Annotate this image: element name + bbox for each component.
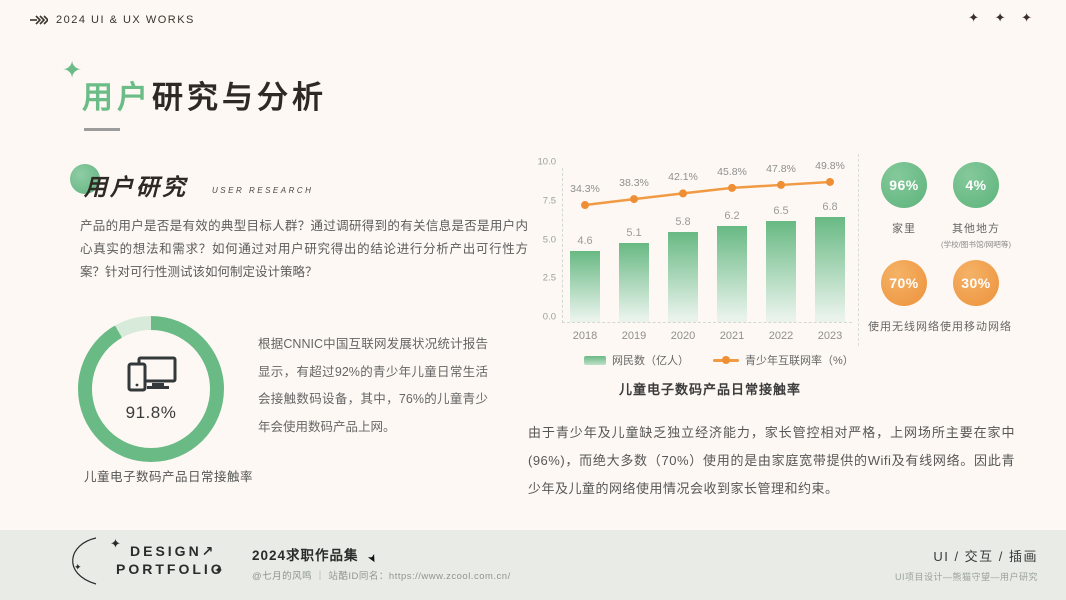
y-tick-label: 10.0 <box>537 156 557 168</box>
x-tick-label: 2023 <box>817 330 843 342</box>
line-point <box>826 177 834 186</box>
combo-chart: 10.0 7.5 5.0 2.5 0.0 4.6 2018 5.1 2019 5.8 2020 6.… <box>532 156 858 356</box>
line-point <box>630 195 638 204</box>
stat-circle: 4% <box>953 162 999 208</box>
line-point <box>728 183 736 192</box>
portfolio-logo: ✦ ✦ ✦ DESIGN↗ PORTFOLIO <box>72 536 228 585</box>
line-point <box>679 189 687 198</box>
bar-value-label: 5.1 <box>626 226 642 239</box>
title-underline <box>84 128 120 131</box>
bar-2018 <box>570 250 600 322</box>
donut-chart: 91.8% <box>78 316 224 462</box>
footer-right-title: UI / 交互 / 插画 <box>933 549 1038 564</box>
bar-2021 <box>717 225 747 322</box>
page-title: 用户研究与分析 <box>82 72 327 117</box>
title-sparkle-icon: ✦ <box>62 57 83 84</box>
cnnic-paragraph: 根据CNNIC中国互联网发展状况统计报告显示，有超过92%的青少年儿童日常生活会… <box>258 337 488 434</box>
stat-circle: 96% <box>881 162 927 208</box>
donut-value: 91.8% <box>125 402 177 422</box>
y-tick-label: 0.0 <box>542 311 556 323</box>
line-value-label: 45.8% <box>717 165 747 178</box>
footer-bar: ✦ ✦ ✦ DESIGN↗ PORTFOLIO 2024求职作品集 ➤ @七月的… <box>0 530 1066 600</box>
bar-value-label: 4.6 <box>577 234 593 247</box>
section-dot-icon <box>70 164 100 194</box>
stat-sublabel: (学校/图书馆/网吧等) <box>940 240 1012 249</box>
x-tick-label: 2022 <box>768 330 794 342</box>
stat-label: 使用无线网络 <box>868 321 940 333</box>
page-title-rest: 研究与分析 <box>152 80 327 115</box>
vertical-divider <box>858 154 859 346</box>
chart-legend: 网民数（亿人） 青少年互联网率（%） <box>584 352 854 368</box>
footer-right-subtitle: UI项目设计—熊猫守望—用户研究 <box>894 572 1038 582</box>
stat-circle: 30% <box>953 260 999 306</box>
x-tick-label: 2021 <box>719 330 745 342</box>
stat-other-places: 4% 其他地方 (学校/图书馆/网吧等) <box>934 162 1018 250</box>
line-value-label: 38.3% <box>619 177 649 190</box>
line-value-label: 49.8% <box>815 159 845 172</box>
donut-center: 91.8% <box>92 330 210 448</box>
y-tick-label: 7.5 <box>542 195 556 207</box>
sparkles-icon: ✦ ✦ ✦ <box>968 10 1038 25</box>
bar-swatch-icon <box>584 355 606 365</box>
legend-line-label: 青少年互联网率（%） <box>745 355 854 367</box>
stat-mobile: 30% 使用移动网络 <box>934 260 1018 334</box>
line-swatch-icon <box>713 356 739 364</box>
topbar-brand: 2024 UI & UX WORKS <box>30 14 195 26</box>
logo-sparkle-icon: ✦ <box>214 565 224 577</box>
page-title-highlight: 用户 <box>82 80 152 115</box>
line-point <box>777 180 785 189</box>
section-title: 用户研究 <box>84 174 188 200</box>
bar-value-label: 6.5 <box>773 205 789 218</box>
donut-caption: 儿童电子数码产品日常接触率 <box>84 470 254 484</box>
line-series <box>581 177 834 210</box>
chart-y-axis: 10.0 7.5 5.0 2.5 0.0 <box>532 157 557 323</box>
brand-text: 2024 UI & UX WORKS <box>56 14 195 26</box>
legend-item-line: 青少年互联网率（%） <box>713 352 854 368</box>
stat-circle: 70% <box>881 260 927 306</box>
chart-plot-area: 4.6 2018 5.1 2019 5.8 2020 6.2 2021 6.5 2022 6.8 20… <box>562 160 852 342</box>
stat-wifi: 70% 使用无线网络 <box>862 260 946 334</box>
section-subtitle: USER RESEARCH <box>212 186 314 195</box>
line-point <box>581 201 589 210</box>
bar-value-label: 5.8 <box>675 216 691 229</box>
x-tick-label: 2019 <box>621 330 647 342</box>
logo-line1: DESIGN↗ <box>130 543 217 559</box>
x-tick-label: 2018 <box>572 330 598 342</box>
logo-plus-icon: ✦ <box>74 562 82 572</box>
legend-item-bar: 网民数（亿人） <box>584 352 689 368</box>
y-tick-label: 2.5 <box>542 272 556 284</box>
chart-caption: 儿童电子数码产品日常接触率 <box>618 382 801 397</box>
logo-line2: PORTFOLIO <box>116 561 225 577</box>
footer-credit: @七月的风鸣 ｜ 站酷ID同名：https://www.zcool.com.cn… <box>252 571 511 582</box>
bar-2023 <box>815 216 845 322</box>
x-tick-label: 2020 <box>670 330 696 342</box>
bar-value-label: 6.8 <box>822 200 838 213</box>
bar-2020 <box>668 232 698 322</box>
stat-label: 家里 <box>892 223 916 235</box>
bar-2022 <box>766 221 796 322</box>
y-tick-label: 5.0 <box>542 234 556 245</box>
devices-icon <box>125 356 177 399</box>
triple-arrow-icon <box>30 15 48 25</box>
intro-paragraph: 产品的用户是否是有效的典型目标人群？通过调研得到的有关信息是否是用户内心真实的想… <box>80 219 528 279</box>
stat-label: 使用移动网络 <box>940 321 1012 333</box>
stat-home: 96% 家里 <box>862 162 946 236</box>
stat-label: 其他地方 <box>952 223 1000 235</box>
portfolio-title: 2024求职作品集 <box>252 548 359 563</box>
logo-sparkle-icon: ✦ <box>110 536 121 551</box>
line-value-label: 34.3% <box>570 183 600 196</box>
legend-bar-label: 网民数（亿人） <box>612 355 689 367</box>
bar-value-label: 6.2 <box>724 209 740 222</box>
analysis-paragraph: 由于青少年及儿童缺乏独立经济能力，家长管控相对严格，上网场所主要在家中(96%)… <box>528 425 1015 496</box>
logo-arc-icon <box>72 537 97 585</box>
bar-2019 <box>619 242 649 322</box>
line-value-label: 47.8% <box>766 162 796 175</box>
cursor-icon: ➤ <box>364 551 380 566</box>
line-value-label: 42.1% <box>668 171 698 184</box>
